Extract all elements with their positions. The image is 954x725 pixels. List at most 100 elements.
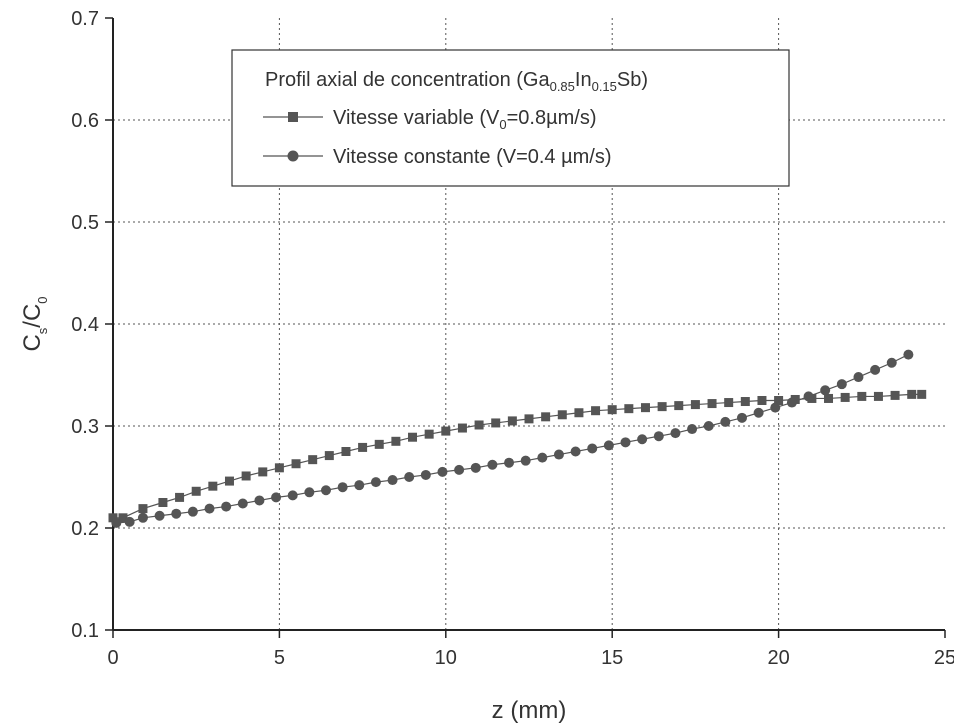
data-point <box>271 492 282 503</box>
axis-ticks: 0 5 10 15 20 25 0.1 0.2 0.3 0.4 0.5 0.6 0.7 <box>71 8 954 669</box>
data-point <box>391 436 401 446</box>
data-point <box>191 486 201 496</box>
data-point <box>853 372 864 383</box>
data-point <box>740 397 750 407</box>
data-point <box>175 492 185 502</box>
data-point <box>470 462 481 473</box>
data-point <box>437 466 448 477</box>
legend-label-constant: Vitesse constante (V=0.4 µm/s) <box>333 146 612 168</box>
data-point <box>274 463 284 473</box>
data-point <box>524 414 534 424</box>
data-point <box>221 501 232 512</box>
y-tick-label: 0.2 <box>71 518 99 540</box>
legend-label-variable-post: =0.8µm/s) <box>507 107 597 129</box>
data-point <box>637 434 648 445</box>
data-point <box>341 447 351 456</box>
data-point <box>886 357 897 368</box>
data-point <box>118 513 128 523</box>
data-point <box>653 431 664 442</box>
data-point <box>537 452 548 463</box>
data-point <box>404 472 415 482</box>
data-point <box>324 451 334 461</box>
data-point <box>770 402 781 413</box>
data-point <box>504 457 515 468</box>
data-point <box>840 392 850 402</box>
data-point <box>873 391 883 401</box>
legend-title-pre: Profil axial de concentration (Ga <box>265 69 550 91</box>
x-tick-label: 0 <box>107 647 118 669</box>
y-tick-label: 0.4 <box>71 314 99 336</box>
data-point <box>354 480 365 491</box>
legend-label-constant-pre: Vitesse constante (V=0.4 µm/s) <box>333 146 612 168</box>
data-point <box>640 403 650 413</box>
legend-marker-circle <box>287 150 299 162</box>
series-line <box>116 354 909 524</box>
data-point <box>587 443 598 454</box>
data-point <box>624 404 634 414</box>
data-point <box>620 437 631 448</box>
x-tick-label: 15 <box>601 647 623 669</box>
data-series <box>108 349 927 528</box>
data-point <box>870 364 881 375</box>
legend-label-variable-sub: 0 <box>499 117 506 132</box>
data-point <box>474 420 484 430</box>
legend-title-post: Sb) <box>617 69 648 91</box>
data-point <box>287 490 298 501</box>
data-point <box>420 469 431 480</box>
x-tick-label: 5 <box>274 647 285 669</box>
legend-title: Profil axial de concentration (Ga0.85In0… <box>265 69 648 94</box>
data-point <box>320 485 331 496</box>
y-tick-label: 0.6 <box>71 110 99 132</box>
data-point <box>158 498 168 507</box>
data-point <box>917 389 927 399</box>
data-point <box>138 504 148 514</box>
data-point <box>387 475 398 486</box>
data-point <box>358 442 368 452</box>
data-point <box>487 459 498 470</box>
data-point <box>674 401 684 411</box>
data-point <box>204 503 215 514</box>
data-point <box>208 481 218 491</box>
data-point <box>720 416 731 427</box>
data-point <box>690 400 700 410</box>
data-point <box>370 477 381 488</box>
data-point <box>574 408 584 418</box>
data-point <box>491 418 501 428</box>
x-tick-label: 20 <box>767 647 789 669</box>
data-point <box>736 412 747 423</box>
data-point <box>591 406 601 416</box>
y-tick-label: 0.1 <box>71 620 99 642</box>
data-point <box>907 389 917 399</box>
data-point <box>541 412 551 422</box>
data-point <box>824 393 834 403</box>
legend-entry-variable: Vitesse variable (V0=0.8µm/s) <box>263 107 597 132</box>
y-tick-label: 0.3 <box>71 416 99 438</box>
data-point <box>724 398 734 408</box>
data-point <box>670 428 681 439</box>
data-point <box>836 379 847 390</box>
y-axis-title: Cs/C0 <box>19 296 50 351</box>
data-point <box>570 446 581 457</box>
series-line <box>113 393 922 519</box>
y-axis-title-sub1: s <box>35 327 50 334</box>
data-point <box>337 482 348 493</box>
y-tick-label: 0.5 <box>71 212 99 234</box>
data-point <box>308 455 318 465</box>
data-point <box>408 432 418 442</box>
legend-title-sub1: 0.85 <box>550 79 575 94</box>
data-point <box>154 510 165 521</box>
legend-title-mid: In <box>575 69 592 91</box>
data-point <box>657 402 667 412</box>
data-point <box>687 424 698 435</box>
data-point <box>137 512 148 523</box>
data-point <box>424 429 434 439</box>
y-axis-title-mid: /C <box>19 304 46 328</box>
data-point <box>753 407 764 418</box>
data-point <box>258 467 268 477</box>
legend-label-variable-pre: Vitesse variable (V <box>333 107 500 129</box>
data-point <box>703 421 714 431</box>
data-point <box>187 506 198 517</box>
data-point <box>786 397 797 408</box>
y-axis-title-main: C <box>19 334 46 351</box>
data-point <box>757 396 767 405</box>
